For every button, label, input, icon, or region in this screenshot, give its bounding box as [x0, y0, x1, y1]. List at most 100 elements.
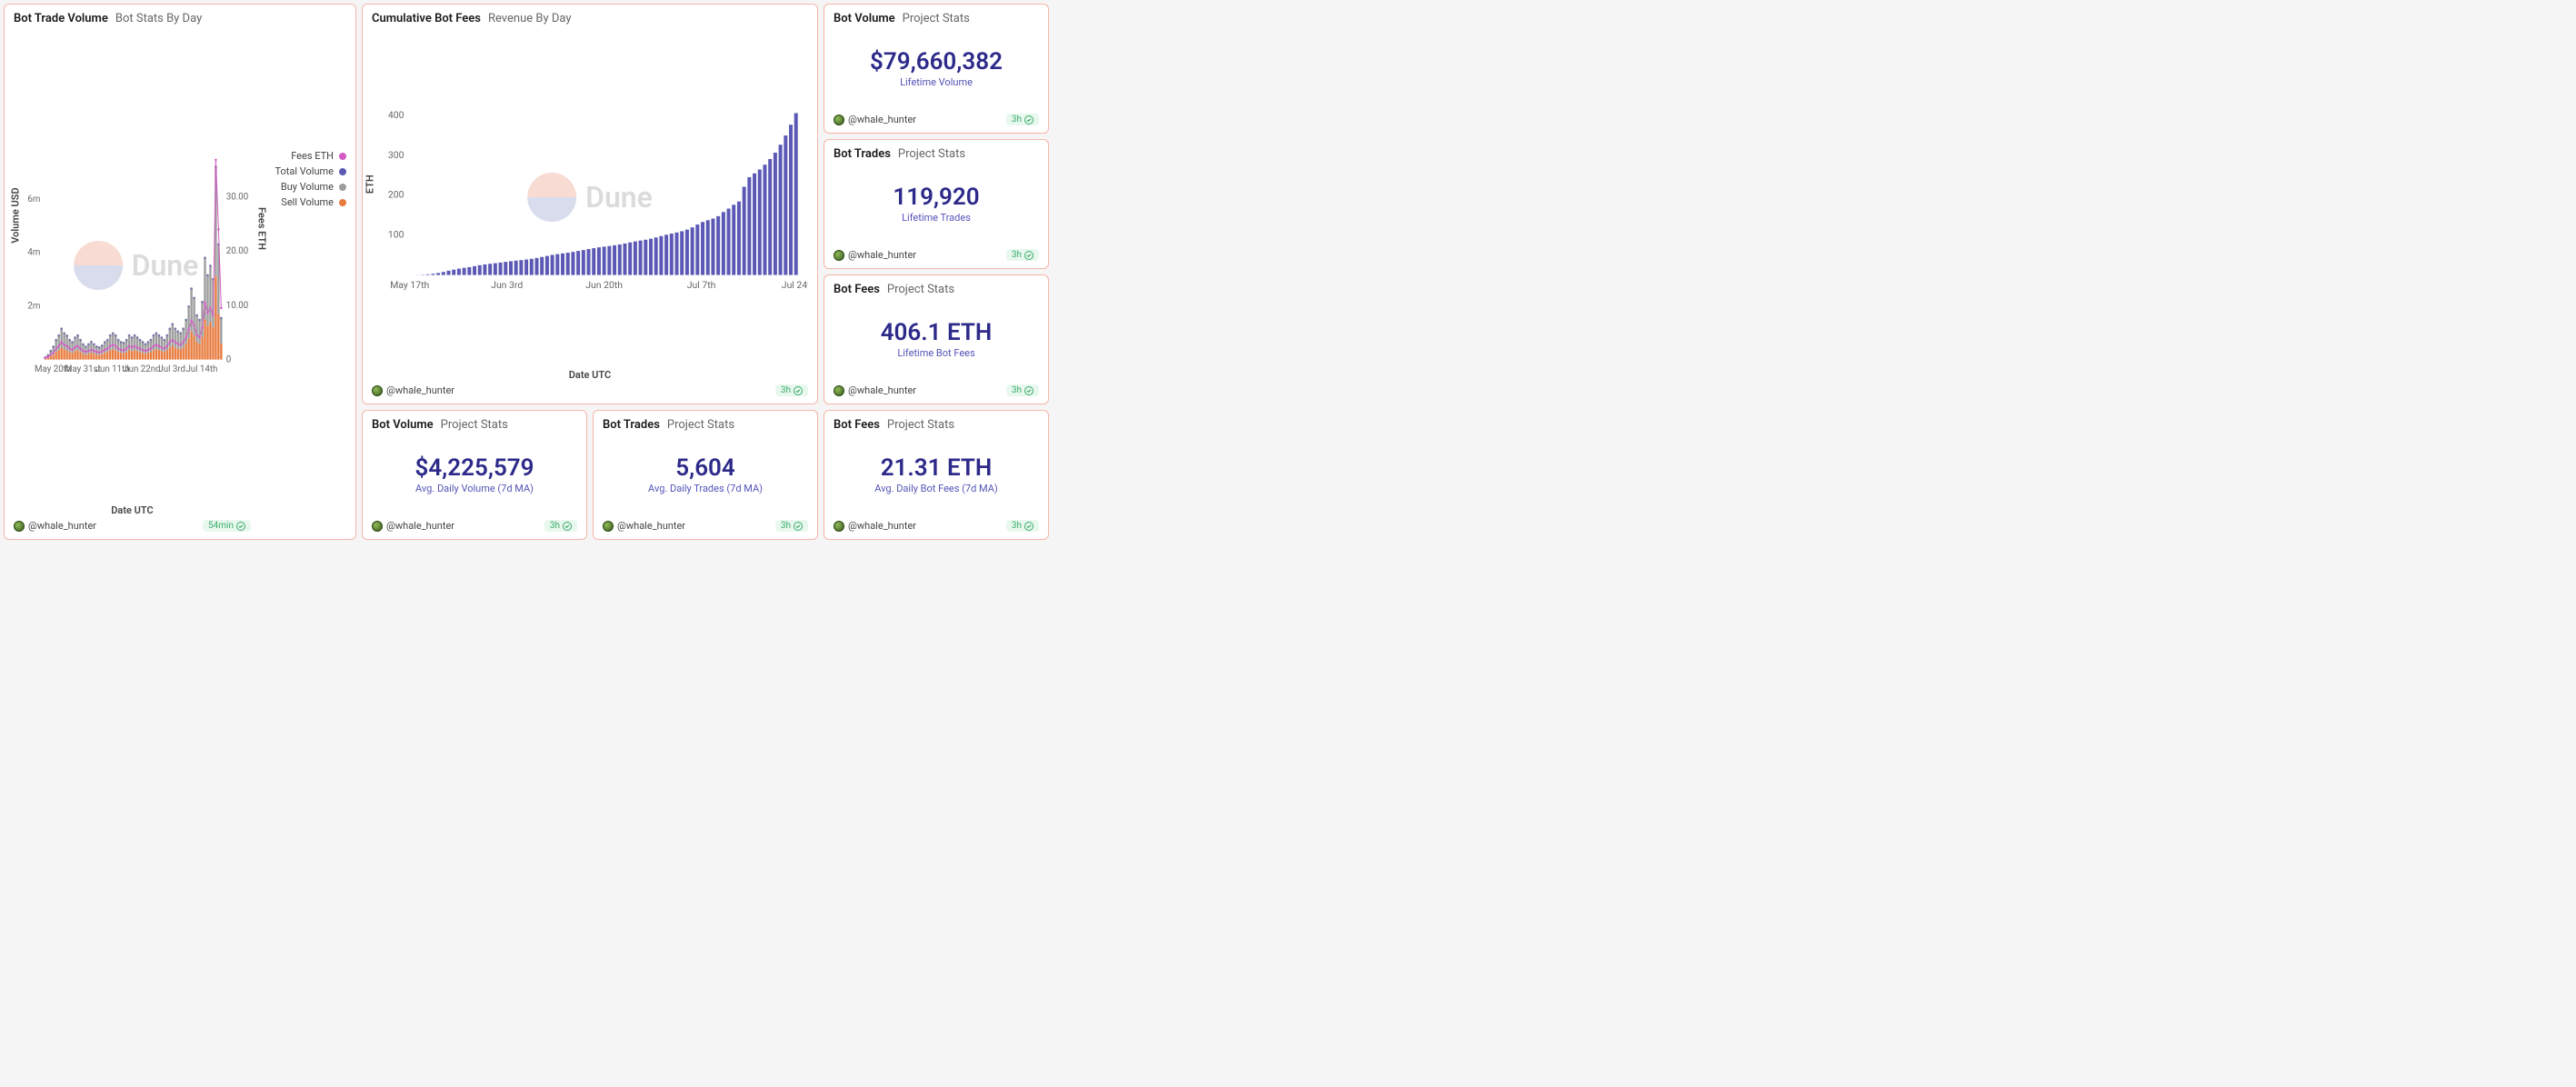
panel-subtitle: Project Stats	[887, 418, 954, 432]
chart-legend: Fees ETH Total Volume Buy Volume Sell Volum…	[275, 150, 346, 212]
y-axis-label: ETH	[364, 175, 376, 194]
cumulative-chart-svg: 100 200 300 400 May 17th Jun 3rd Jun 20th Jul 7…	[372, 27, 808, 367]
check-icon	[1024, 522, 1033, 531]
author[interactable]: @whale_hunter	[603, 520, 685, 532]
stat-value: $4,225,579	[414, 455, 534, 482]
panel-subtitle: Project Stats	[441, 418, 508, 432]
check-icon	[794, 386, 803, 395]
svg-text:6m: 6m	[27, 194, 40, 204]
check-icon	[563, 522, 572, 531]
stat-volume-lifetime: Bot Volume Project Stats $79,660,382 Lif…	[824, 4, 1049, 134]
svg-text:30.00: 30.00	[226, 192, 248, 202]
y-left-axis-label: Volume USD	[10, 187, 22, 243]
legend-swatch	[339, 153, 346, 160]
svg-text:Jul 3rd: Jul 3rd	[158, 364, 185, 374]
cumulative-fees-panel: Cumulative Bot Fees Revenue By Day Dune …	[362, 4, 818, 404]
panel-title: Bot Volume	[372, 418, 434, 432]
author[interactable]: @whale_hunter	[372, 520, 454, 532]
svg-text:0: 0	[226, 355, 231, 365]
stat-value: 5,604	[675, 455, 735, 482]
stat-fees-7d: Bot Fees Project Stats 21.31 ETH Avg. Da…	[824, 410, 1049, 540]
stat-label: Lifetime Volume	[900, 76, 973, 88]
avatar-icon	[14, 521, 25, 532]
panel-title: Cumulative Bot Fees	[372, 12, 481, 25]
check-icon	[236, 522, 245, 531]
svg-text:Jul 24th: Jul 24th	[782, 279, 808, 291]
stat-volume-7d: Bot Volume Project Stats $4,225,579 Avg.…	[362, 410, 587, 540]
svg-text:Jul 7th: Jul 7th	[687, 279, 716, 291]
svg-text:100: 100	[388, 229, 404, 241]
avatar-icon	[834, 250, 844, 261]
panel-subtitle: Project Stats	[667, 418, 734, 432]
y-right-axis-label: Fees ETH	[256, 206, 268, 249]
stat-label: Avg. Daily Trades (7d MA)	[648, 483, 763, 494]
freshness-badge[interactable]: 3h	[775, 520, 808, 532]
svg-text:Jun 20th: Jun 20th	[585, 279, 623, 291]
freshness-badge[interactable]: 3h	[544, 520, 577, 532]
panel-title: Bot Volume	[834, 12, 895, 25]
author[interactable]: @whale_hunter	[834, 249, 916, 261]
author-handle: @whale_hunter	[848, 114, 916, 125]
legend-item[interactable]: Total Volume	[275, 165, 346, 177]
svg-text:300: 300	[388, 149, 404, 161]
author[interactable]: @whale_hunter	[14, 520, 96, 532]
panel-title: Bot Trades	[834, 147, 891, 161]
panel-subtitle: Project Stats	[898, 147, 965, 161]
freshness-badge[interactable]: 3h	[1006, 114, 1039, 125]
check-icon	[1024, 386, 1033, 395]
panel-subtitle: Project Stats	[887, 283, 954, 296]
svg-text:Jun 22nd: Jun 22nd	[124, 364, 160, 374]
svg-text:20.00: 20.00	[226, 246, 248, 256]
svg-text:10.00: 10.00	[226, 301, 248, 311]
stat-label: Lifetime Trades	[902, 212, 971, 224]
x-axis-label: Date UTC	[372, 369, 808, 381]
stat-label: Avg. Daily Volume (7d MA)	[415, 483, 534, 494]
svg-text:2m: 2m	[27, 302, 40, 312]
svg-text:Jun 3rd: Jun 3rd	[491, 279, 523, 291]
avatar-icon	[372, 385, 383, 396]
main-chart-svg: 2m4m6m010.0020.0030.00May 20thMay 31stJu…	[21, 27, 251, 503]
legend-item[interactable]: Buy Volume	[275, 181, 346, 193]
avatar-icon	[372, 521, 383, 532]
check-icon	[1024, 251, 1033, 260]
panel-subtitle: Revenue By Day	[488, 12, 572, 25]
svg-text:May 17th: May 17th	[390, 279, 429, 291]
check-icon	[1024, 115, 1033, 125]
main-chart-area[interactable]: Dune Volume USD Fees ETH 2m4m6m010.0020.…	[21, 27, 251, 503]
svg-text:Jul 14th: Jul 14th	[185, 364, 217, 374]
author-handle: @whale_hunter	[848, 384, 916, 396]
avatar-icon	[834, 385, 844, 396]
freshness-badge[interactable]: 3h	[775, 384, 808, 396]
svg-text:400: 400	[388, 109, 404, 121]
author-handle: @whale_hunter	[617, 520, 685, 532]
stat-value: $79,660,382	[870, 49, 1003, 75]
author[interactable]: @whale_hunter	[834, 114, 916, 125]
legend-item[interactable]: Fees ETH	[275, 150, 346, 162]
freshness-badge[interactable]: 3h	[1006, 249, 1039, 261]
stat-label: Lifetime Bot Fees	[897, 347, 974, 359]
svg-text:4m: 4m	[27, 248, 40, 258]
panel-title: Bot Fees	[834, 283, 880, 296]
stat-fees-lifetime: Bot Fees Project Stats 406.1 ETH Lifetim…	[824, 274, 1049, 404]
panel-subtitle: Bot Stats By Day	[115, 12, 202, 25]
check-icon	[794, 522, 803, 531]
stat-trades-7d: Bot Trades Project Stats 5,604 Avg. Dail…	[593, 410, 818, 540]
author-handle: @whale_hunter	[848, 520, 916, 532]
author[interactable]: @whale_hunter	[834, 384, 916, 396]
freshness-badge[interactable]: 54min	[203, 520, 251, 532]
panel-title: Bot Trade Volume	[14, 12, 108, 25]
author-handle: @whale_hunter	[848, 249, 916, 261]
author[interactable]: @whale_hunter	[834, 520, 916, 532]
author[interactable]: @whale_hunter	[372, 384, 454, 396]
legend-swatch	[339, 184, 346, 191]
stat-value: 119,920	[893, 184, 979, 211]
freshness-badge[interactable]: 3h	[1006, 384, 1039, 396]
svg-text:200: 200	[388, 189, 404, 201]
stat-label: Avg. Daily Bot Fees (7d MA)	[874, 483, 998, 494]
panel-title: Bot Trades	[603, 418, 660, 432]
cumulative-chart-area[interactable]: Dune ETH 100200300400May 17thJun 3rdJun …	[372, 27, 808, 367]
legend-item[interactable]: Sell Volume	[275, 196, 346, 208]
freshness-badge[interactable]: 3h	[1006, 520, 1039, 532]
stat-value: 21.31 ETH	[881, 455, 993, 482]
legend-swatch	[339, 168, 346, 175]
